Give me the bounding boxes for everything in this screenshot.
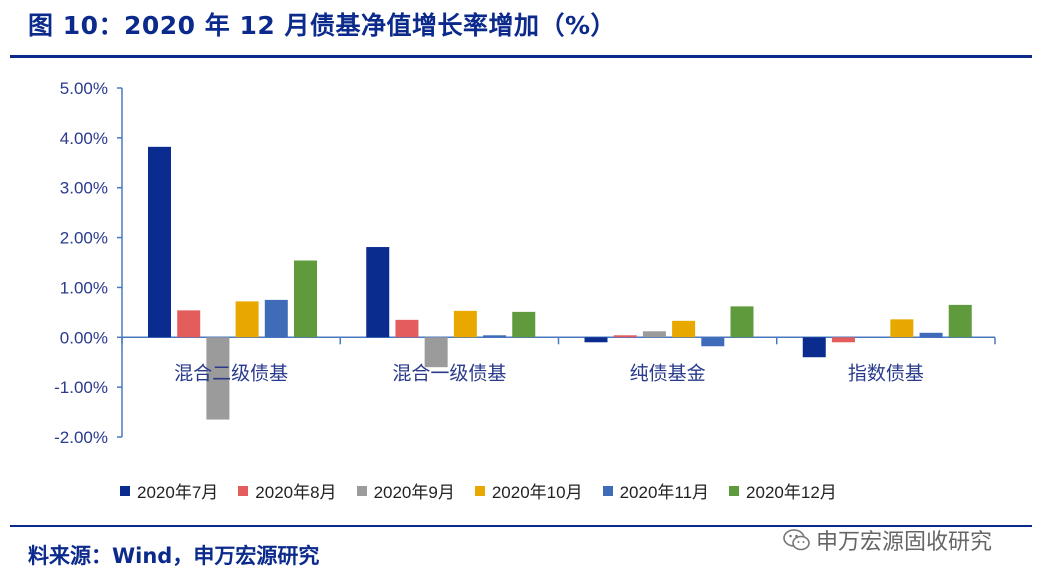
legend-label: 2020年8月 <box>255 483 337 502</box>
bar <box>890 319 914 338</box>
bar <box>177 310 201 338</box>
legend-item: 2020年12月 <box>729 478 837 503</box>
y-tick-label: 2.00% <box>60 229 108 248</box>
bar <box>642 331 666 338</box>
watermark-text: 申万宏源固收研究 <box>816 530 993 555</box>
x-tick-label: 混合一级债基 <box>392 362 506 384</box>
y-tick-label: 4.00% <box>60 129 108 148</box>
legend-label: 2020年10月 <box>491 483 583 502</box>
bar <box>366 247 390 338</box>
source-note: 料来源：Wind，申万宏源研究 <box>28 544 320 568</box>
y-tick-label: 3.00% <box>60 179 108 198</box>
bar <box>730 306 754 338</box>
bar <box>802 337 826 358</box>
bar <box>235 301 259 338</box>
bar <box>453 310 477 338</box>
bar <box>395 319 419 338</box>
title-divider <box>10 55 1032 58</box>
bar <box>148 146 171 338</box>
chart-legend: 2020年7月 2020年8月 2020年9月 2020年10月 2020年11月 202… <box>120 478 837 503</box>
x-tick-label: 纯债基金 <box>630 362 706 384</box>
legend-label: 2020年12月 <box>746 483 837 502</box>
bar-chart: 5.00% 4.00% 3.00% 2.00% 1.00% 0.00% -1.00% -2.0… <box>54 79 996 447</box>
legend-item: 2020年8月 <box>238 478 337 503</box>
wechat-icon <box>783 529 810 551</box>
legend-swatch <box>238 485 249 496</box>
bar <box>584 337 608 343</box>
watermark: 申万宏源固收研究 <box>782 524 992 556</box>
bar <box>701 337 725 347</box>
legend-swatch <box>602 485 613 496</box>
legend-swatch <box>474 485 485 496</box>
bar <box>294 260 317 338</box>
x-tick-label: 指数债基 <box>848 362 924 384</box>
y-tick-label: 1.00% <box>60 278 108 297</box>
bar <box>919 332 943 338</box>
legend-swatch <box>729 485 740 496</box>
bar <box>424 337 448 368</box>
legend-item: 2020年11月 <box>602 478 710 503</box>
bar <box>948 304 972 338</box>
legend-label: 2020年9月 <box>373 483 455 502</box>
bar <box>264 299 288 338</box>
legend-swatch <box>120 485 130 496</box>
y-tick-label: -1.00% <box>54 378 108 397</box>
chart-title: 图 10：2020 年 12 月债基净值增长率增加（%） <box>28 11 617 40</box>
footer-divider <box>10 525 1032 527</box>
bar <box>206 337 230 420</box>
bar <box>672 320 696 338</box>
legend-item: 2020年10月 <box>474 478 583 503</box>
legend-item: 2020年9月 <box>356 478 455 503</box>
legend-swatch <box>356 485 367 496</box>
bar <box>831 337 855 343</box>
legend-label: 2020年11月 <box>619 483 710 502</box>
legend-label: 2020年7月 <box>137 483 219 502</box>
bar <box>483 335 507 338</box>
y-tick-label: 0.00% <box>60 328 108 347</box>
legend-item: 2020年7月 <box>120 478 218 503</box>
bar <box>613 335 637 338</box>
bar <box>512 311 536 338</box>
y-tick-label: 5.00% <box>60 79 108 98</box>
x-tick-label: 混合二级债基 <box>174 362 288 384</box>
y-tick-label: -2.00% <box>54 428 108 447</box>
